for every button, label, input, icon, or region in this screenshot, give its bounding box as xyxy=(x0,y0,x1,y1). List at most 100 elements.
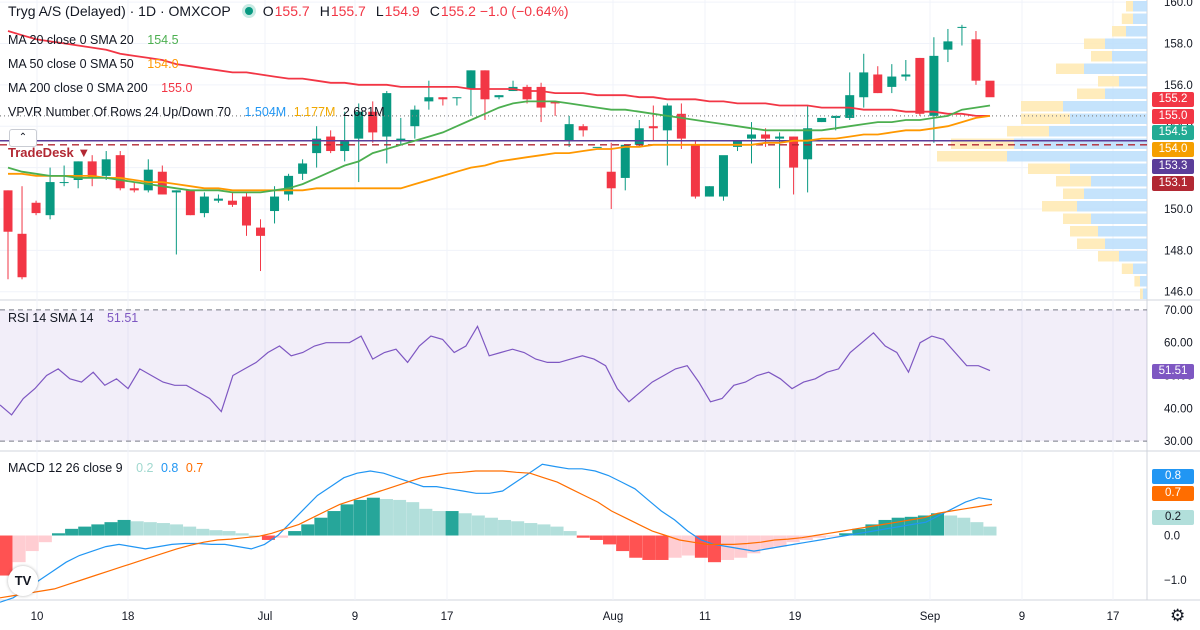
vpvr-down-bar xyxy=(1077,88,1105,99)
candle-body xyxy=(199,196,209,214)
candle-body xyxy=(522,86,532,100)
vpvr-up-bar xyxy=(1119,251,1147,262)
vpvr-down-bar xyxy=(937,151,1007,162)
macd-histogram-bar xyxy=(471,515,485,536)
macd-histogram-bar xyxy=(721,535,735,560)
macd-line xyxy=(0,463,993,603)
macd-histogram-bar xyxy=(183,526,197,536)
price-tick-label: 146.0 xyxy=(1164,287,1193,299)
vpvr-down-bar xyxy=(1021,113,1070,124)
macd-histogram-bar xyxy=(484,517,498,536)
macd-histogram-bar xyxy=(931,513,945,536)
candle-body xyxy=(410,109,420,127)
ma20-value: 154.5 xyxy=(147,33,179,47)
x-tick-label: 9 xyxy=(1019,611,1025,623)
high-label: H xyxy=(319,3,330,19)
macd-histogram-bar xyxy=(576,535,590,538)
candle-body xyxy=(143,169,153,191)
candle-body xyxy=(648,126,658,129)
macd-histogram-bar xyxy=(681,535,695,556)
candle-body xyxy=(31,202,41,214)
vpvr-down-bar xyxy=(1021,101,1063,112)
tradedesk-tag[interactable]: TradeDesk ▼ xyxy=(8,145,90,160)
macd-legend[interactable]: MACD 12 26 close 9 0.2 0.8 0.7 xyxy=(8,461,207,475)
vpvr-down-bar xyxy=(1070,226,1098,237)
candle-body xyxy=(452,97,462,99)
tradingview-logo[interactable]: TV xyxy=(8,566,38,596)
chevron-up-icon[interactable]: ⌃ xyxy=(9,129,37,147)
macd-histogram-bar xyxy=(196,528,210,536)
macd-histogram-bar xyxy=(524,523,538,536)
ma200-legend[interactable]: MA 200 close 0 SMA 200 155.0 xyxy=(8,81,196,95)
candle-body xyxy=(620,144,630,178)
open-value: 155.7 xyxy=(274,3,310,19)
macd-histogram-bar xyxy=(91,524,105,536)
macd-histogram-bar xyxy=(235,533,249,536)
ma50-line xyxy=(8,115,991,192)
macd-histogram-bar xyxy=(288,531,302,536)
vpvr-up-bar xyxy=(1084,188,1147,199)
vpvr-down-bar xyxy=(1112,26,1126,37)
macd-histogram-bar xyxy=(0,535,13,576)
candle-body xyxy=(929,55,939,116)
rsi-line xyxy=(0,324,991,416)
gear-icon[interactable]: ⚙ xyxy=(1170,606,1186,625)
macd-histogram-bar xyxy=(327,511,341,536)
macd-histogram-bar xyxy=(393,499,407,536)
price-tick-label: 150.0 xyxy=(1164,204,1193,216)
candle-body xyxy=(115,155,125,189)
macd-histogram-bar xyxy=(25,535,39,552)
macd-histogram-bar xyxy=(498,519,512,536)
macd-histogram-bar xyxy=(707,535,721,563)
rsi-label: RSI 14 SMA 14 xyxy=(8,311,94,325)
macd-histogram-bar xyxy=(65,528,79,536)
candle-body xyxy=(480,70,490,100)
candle-body xyxy=(550,101,560,104)
candle-body xyxy=(368,111,378,133)
macd-histogram-bar xyxy=(130,521,144,536)
vpvr-legend[interactable]: VPVR Number Of Rows 24 Up/Down 70 1.504M… xyxy=(8,105,389,119)
x-tick-label: 19 xyxy=(789,611,802,623)
macd-histogram-bar xyxy=(839,533,853,536)
vpvr-up-bar xyxy=(1112,51,1147,62)
candle-body xyxy=(157,171,167,195)
vpvr-up-bar xyxy=(1105,238,1147,249)
market-status-icon xyxy=(244,7,253,15)
candle-body xyxy=(985,80,995,98)
macd-badge-signal: 0.7 xyxy=(1152,486,1194,501)
vpvr-up-bar xyxy=(1133,13,1147,24)
ma50-legend[interactable]: MA 50 close 0 SMA 50 154.0 xyxy=(8,57,183,71)
macd-histogram-bar xyxy=(301,524,315,536)
price-tick-label: 160.0 xyxy=(1164,0,1193,9)
rsi-legend[interactable]: RSI 14 SMA 14 51.51 xyxy=(8,311,142,325)
vpvr-down-bar xyxy=(1134,276,1140,287)
vpvr-down-bar xyxy=(1028,163,1070,174)
candle-body xyxy=(690,144,700,197)
candle-body xyxy=(943,41,953,50)
macd-histogram-bar xyxy=(104,522,118,536)
vpvr-up: 1.504M xyxy=(244,105,287,119)
vpvr-up-bar xyxy=(1049,126,1147,137)
candle-body xyxy=(213,198,223,201)
vpvr-down-bar xyxy=(1098,251,1119,262)
macd-histogram-bar xyxy=(12,535,26,563)
macd-histogram-bar xyxy=(957,517,971,536)
vpvr-down-bar xyxy=(1140,288,1143,299)
vpvr-up-bar xyxy=(1105,38,1147,49)
candle-body xyxy=(775,136,785,139)
logo-text: TV xyxy=(14,573,32,588)
price-badge-ma50: 154.0 xyxy=(1152,142,1194,157)
x-tick-label: Jul xyxy=(258,611,273,623)
candle-body xyxy=(312,138,322,154)
symbol-title[interactable]: Tryg A/S (Delayed) · 1D · OMXCOP xyxy=(8,3,231,19)
candle-body xyxy=(171,190,181,193)
candle-body xyxy=(17,233,27,278)
x-tick-label: 17 xyxy=(1107,611,1120,623)
macd-histogram-bar xyxy=(222,531,236,536)
vpvr-up-bar xyxy=(1119,76,1147,87)
vpvr-down-bar xyxy=(1126,1,1133,12)
macd-histogram-bar xyxy=(379,499,393,536)
ma20-legend[interactable]: MA 20 close 0 SMA 20 154.5 xyxy=(8,33,183,47)
macd-histogram-bar xyxy=(458,513,472,536)
